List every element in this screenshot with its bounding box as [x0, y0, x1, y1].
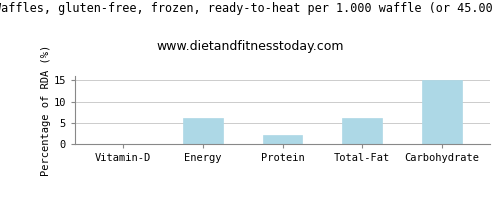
Text: Waffles, gluten-free, frozen, ready-to-heat per 1.000 waffle (or 45.00 g: Waffles, gluten-free, frozen, ready-to-h…: [0, 2, 500, 15]
Y-axis label: Percentage of RDA (%): Percentage of RDA (%): [40, 44, 50, 176]
Text: www.dietandfitnesstoday.com: www.dietandfitnesstoday.com: [156, 40, 344, 53]
Bar: [422, 80, 462, 144]
Bar: [182, 118, 222, 144]
Bar: [262, 135, 302, 144]
Bar: [342, 118, 382, 144]
